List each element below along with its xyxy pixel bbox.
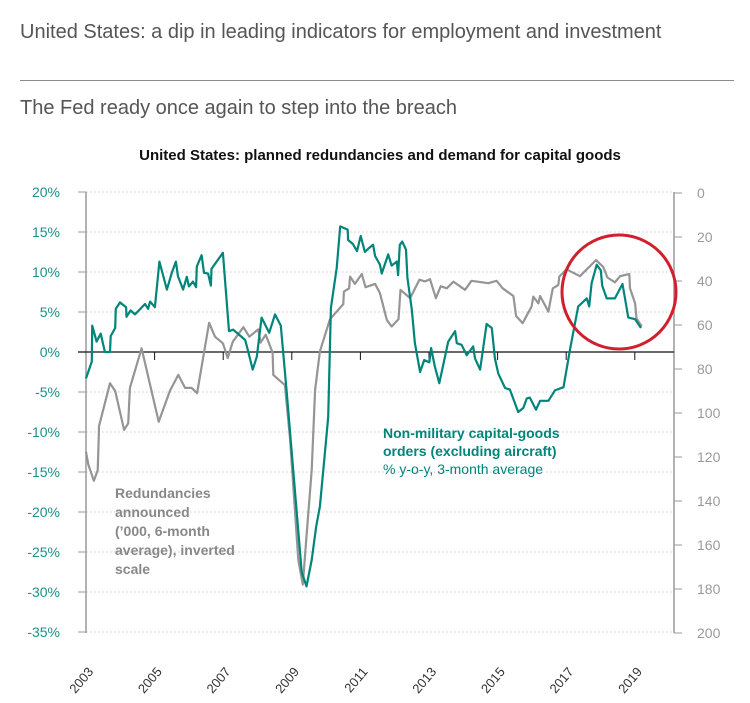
left-tick-label: -20% xyxy=(27,504,60,520)
x-tick-label: 2015 xyxy=(478,664,508,696)
right-tick-label: 80 xyxy=(697,361,713,377)
chart-title: United States: planned redundancies and … xyxy=(139,147,621,164)
grid xyxy=(86,191,674,633)
x-tick-label: 2005 xyxy=(135,664,165,696)
axes: 20% 15% 10% 5% 0% -5% -10% -15% -20% -25% -30% -35%… xyxy=(27,184,720,696)
grey-label-line: Redundancies xyxy=(115,485,211,501)
right-tick-label: 140 xyxy=(697,493,721,509)
left-tick-label: -30% xyxy=(27,584,60,600)
left-tick-label: 5% xyxy=(40,304,60,320)
grey-label-line: (’000, 6-month xyxy=(115,523,210,539)
left-tick-label: -35% xyxy=(27,624,60,640)
x-tick-label: 2011 xyxy=(341,664,370,695)
capital-goods-orders-line xyxy=(84,225,642,588)
right-tick-label: 200 xyxy=(697,625,721,641)
left-tick-label: -10% xyxy=(27,424,60,440)
left-tick-label: 20% xyxy=(32,184,60,200)
highlight-circle xyxy=(560,233,678,351)
x-tick-label: 2003 xyxy=(66,664,96,696)
teal-series-label: Non-military capital-goods orders (exclu… xyxy=(383,425,560,477)
left-tick-label: -25% xyxy=(27,544,60,560)
x-tick-label: 2007 xyxy=(203,664,233,696)
right-tick-label: 60 xyxy=(697,317,713,333)
x-tick-label: 2009 xyxy=(272,664,302,696)
redundancies-line xyxy=(84,259,643,586)
right-tick-label: 120 xyxy=(697,449,721,465)
left-tick-label: 0% xyxy=(40,344,60,360)
left-tick-label: 15% xyxy=(32,224,60,240)
page-subtitle: The Fed ready once again to step into th… xyxy=(20,97,457,119)
grey-label-line: scale xyxy=(115,561,150,577)
left-tick-label: -5% xyxy=(35,384,60,400)
right-tick-label: 20 xyxy=(697,229,713,245)
x-tick-label: 2019 xyxy=(615,664,645,696)
right-tick-label: 0 xyxy=(697,185,705,201)
series-lines xyxy=(84,225,643,588)
right-tick-label: 160 xyxy=(697,537,721,553)
right-tick-label: 180 xyxy=(697,581,721,597)
x-tick-label: 2013 xyxy=(409,664,439,696)
right-tick-label: 40 xyxy=(697,273,713,289)
left-tick-label: 10% xyxy=(32,264,60,280)
right-tick-label: 100 xyxy=(697,405,721,421)
page-title: United States: a dip in leading indicato… xyxy=(20,21,662,43)
teal-label-line: % y-o-y, 3-month average xyxy=(383,461,543,477)
grey-label-line: announced xyxy=(115,504,190,520)
teal-label-line: Non-military capital-goods xyxy=(383,425,560,441)
x-tick-label: 2017 xyxy=(546,664,576,696)
grey-label-line: average), inverted xyxy=(115,542,235,558)
teal-label-line: orders (excluding aircraft) xyxy=(383,443,557,459)
grey-series-label: Redundancies announced (’000, 6-month av… xyxy=(115,485,235,577)
left-tick-label: -15% xyxy=(27,464,60,480)
divider xyxy=(20,80,734,81)
